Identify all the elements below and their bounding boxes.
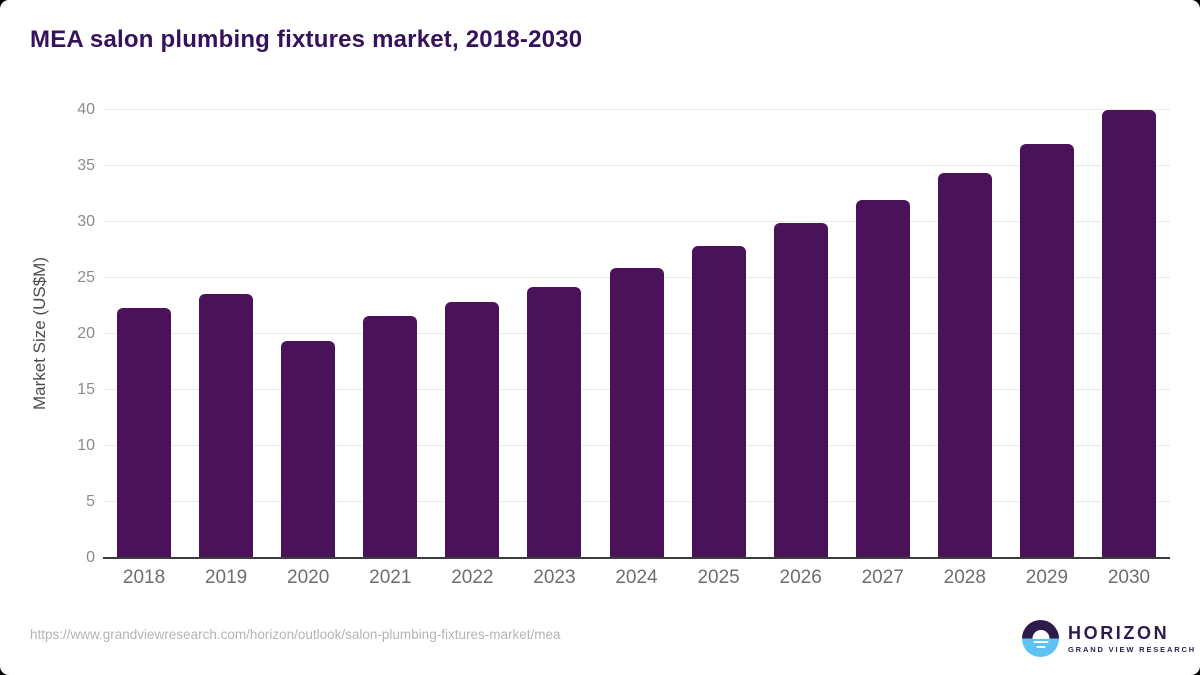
x-tick-label: 2026 <box>779 567 822 588</box>
bar-slot <box>842 110 924 558</box>
y-tick-label: 10 <box>77 437 95 454</box>
bar-slot <box>760 110 842 558</box>
x-axis-line <box>103 557 1170 559</box>
x-tick-label: 2020 <box>287 567 330 588</box>
bar-slot <box>595 110 677 558</box>
x-tick-label: 2018 <box>122 567 166 588</box>
plot-area <box>103 109 1170 559</box>
bar-2024[interactable] <box>609 267 664 558</box>
bar-slot <box>1006 110 1088 558</box>
x-tick-label: 2030 <box>1107 567 1151 588</box>
bar-2018[interactable] <box>117 308 172 558</box>
gridline <box>103 221 1170 222</box>
bar-2028[interactable] <box>937 172 992 558</box>
x-tick-label: 2025 <box>697 567 740 588</box>
bar-slot <box>1088 110 1170 558</box>
y-tick-label: 5 <box>86 493 95 510</box>
y-tick-label: 15 <box>77 381 95 398</box>
sun-reflection-line <box>1033 640 1048 643</box>
bar-2025[interactable] <box>691 245 746 558</box>
source-url: https://www.grandviewresearch.com/horizo… <box>30 627 561 642</box>
y-tick-label: 0 <box>86 549 95 566</box>
y-tick-label: 30 <box>77 213 95 230</box>
bar-2022[interactable] <box>445 301 500 558</box>
bar-slot <box>267 110 349 558</box>
bar-2019[interactable] <box>199 293 254 558</box>
bar-slot <box>431 110 513 558</box>
bar-slot <box>678 110 760 558</box>
gridline <box>103 165 1170 166</box>
y-tick-label: 20 <box>77 325 95 342</box>
bar-series <box>103 110 1170 558</box>
bar-slot <box>924 110 1006 558</box>
bar-slot <box>513 110 595 558</box>
sun-reflection-line <box>1036 645 1045 648</box>
bar-slot <box>103 110 185 558</box>
logo-subtitle: GRAND VIEW RESEARCH <box>1068 644 1197 654</box>
logo-text: HORIZON GRAND VIEW RESEARCH <box>1068 624 1196 654</box>
x-tick-label: 2021 <box>369 567 412 588</box>
y-axis-tick-labels: 0 5 10 15 20 25 30 35 40 <box>0 102 95 566</box>
x-tick-label: 2028 <box>943 567 986 588</box>
x-tick-label: 2022 <box>451 567 494 588</box>
horizon-sun-icon <box>1022 620 1059 657</box>
bar-2027[interactable] <box>855 199 910 558</box>
x-tick-label: 2029 <box>1025 567 1069 588</box>
sun-dome-shape <box>1032 629 1049 639</box>
y-tick-label: 25 <box>77 269 95 286</box>
bar-slot <box>185 110 267 558</box>
x-axis-tick-labels: 2018 2019 2020 2021 2022 2023 2024 2025 2026 2027… <box>103 567 1170 589</box>
bar-2030[interactable] <box>1101 110 1156 558</box>
x-tick-label: 2019 <box>204 567 248 588</box>
x-tick-label: 2023 <box>533 567 576 588</box>
gridline <box>103 109 1170 110</box>
bar-2026[interactable] <box>773 223 828 558</box>
bar-2023[interactable] <box>527 286 582 558</box>
y-tick-label: 35 <box>77 157 95 174</box>
chart-title: MEA salon plumbing fixtures market, 2018… <box>30 26 583 53</box>
bar-2029[interactable] <box>1019 143 1074 558</box>
bar-2021[interactable] <box>363 316 418 558</box>
x-tick-label: 2027 <box>861 567 904 588</box>
horizon-logo: HORIZON GRAND VIEW RESEARCH <box>1022 620 1196 657</box>
x-tick-label: 2024 <box>615 567 658 588</box>
logo-title: HORIZON <box>1068 622 1170 643</box>
bar-2020[interactable] <box>281 340 336 558</box>
y-tick-label: 40 <box>77 101 95 118</box>
bar-slot <box>349 110 431 558</box>
